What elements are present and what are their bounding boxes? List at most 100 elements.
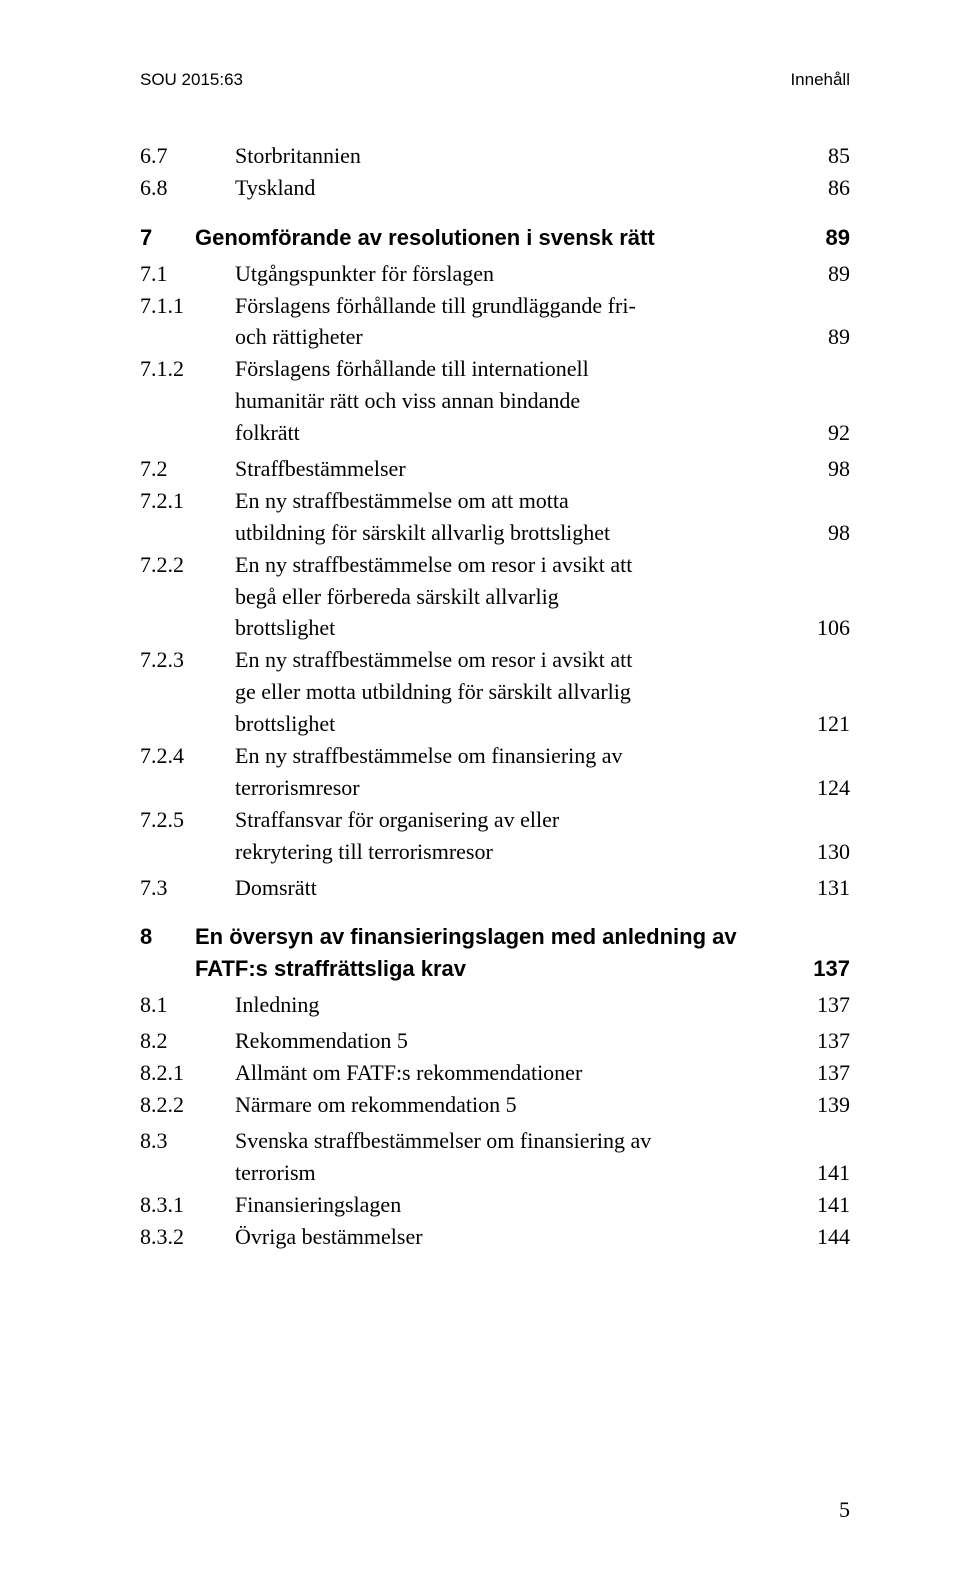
toc-title: Förslagens förhållande till internatione… [235, 353, 589, 385]
toc-entry: 6.8Tyskland86 [140, 172, 850, 204]
toc-title: Utgångspunkter för förslagen [235, 258, 494, 290]
toc-number: 7.3 [140, 872, 235, 904]
toc-entry-cont-line: utbildning för särskilt allvarlig brotts… [140, 517, 850, 549]
toc-number: 8.3 [140, 1125, 235, 1157]
toc-entry: 8.3Svenska straffbestämmelser om finansi… [140, 1125, 850, 1189]
toc-entry: 7.1.1Förslagens förhållande till grundlä… [140, 290, 850, 354]
toc-page: 85 [824, 140, 850, 172]
toc-entry: 7.2.1En ny straffbestämmelse om att mott… [140, 485, 850, 549]
toc-title: brottslighet [235, 612, 335, 644]
toc-entry: 8.1Inledning137 [140, 989, 850, 1021]
toc-page: 124 [813, 772, 850, 804]
toc-page: 89 [824, 258, 850, 290]
toc-entry: 7.2.4En ny straffbestämmelse om finansie… [140, 740, 850, 804]
toc-page: 121 [813, 708, 850, 740]
toc-page: 144 [813, 1221, 850, 1253]
toc-entry-first-line: 7.1.1Förslagens förhållande till grundlä… [140, 290, 850, 322]
toc-page: 89 [824, 321, 850, 353]
toc-title: Straffbestämmelser [235, 453, 406, 485]
toc-title: humanitär rätt och viss annan bindande [235, 385, 580, 417]
toc-page: 86 [824, 172, 850, 204]
page-number: 5 [839, 1497, 850, 1523]
toc-title: Straffansvar för organisering av eller [235, 804, 559, 836]
toc-title: Domsrätt [235, 872, 317, 904]
toc-page: 130 [813, 836, 850, 868]
toc-title: En ny straffbestämmelse om resor i avsik… [235, 549, 632, 581]
toc-entry-first-line: 7.2.4En ny straffbestämmelse om finansie… [140, 740, 850, 772]
toc-entry-first-line: 8.3Svenska straffbestämmelser om finansi… [140, 1125, 850, 1157]
toc-entry-cont-line: terrorismresor124 [140, 772, 850, 804]
toc-number: 7.1.1 [140, 290, 235, 322]
toc-entry-cont-line: och rättigheter 89 [140, 321, 850, 353]
toc-title: och rättigheter [235, 321, 363, 353]
toc-title: Storbritannien [235, 140, 361, 172]
toc-title: Inledning [235, 989, 319, 1021]
toc-title: ge eller motta utbildning för särskilt a… [235, 676, 631, 708]
toc-page: 106 [813, 612, 850, 644]
toc-page: 98 [824, 517, 850, 549]
toc-entry-cont-line: ge eller motta utbildning för särskilt a… [140, 676, 850, 708]
header-right: Innehåll [790, 70, 850, 90]
toc-number: 8.2.2 [140, 1089, 235, 1121]
toc-entry-cont-line: brottslighet 106 [140, 612, 850, 644]
toc-page: 89 [822, 222, 850, 254]
toc-number: 7 [140, 222, 195, 254]
toc-entry: 7.2.3En ny straffbestämmelse om resor i … [140, 644, 850, 740]
toc-entry-first-line: 7.2.5Straffansvar för organisering av el… [140, 804, 850, 836]
toc-title: terrorism [235, 1157, 316, 1189]
toc-gap [140, 903, 850, 921]
toc-title: begå eller förbereda särskilt allvarlig [235, 581, 559, 613]
toc-number: 7.2.3 [140, 644, 235, 676]
toc-entry: 8En översyn av finansieringslagen med an… [140, 921, 850, 985]
toc-entry: 8.2.1Allmänt om FATF:s rekommendationer 1… [140, 1057, 850, 1089]
toc-entry-first-line: 7.1.2Förslagens förhållande till interna… [140, 353, 850, 385]
toc-entry: 8.3.1Finansieringslagen141 [140, 1189, 850, 1221]
toc-number: 7.2 [140, 453, 235, 485]
toc-page: 137 [813, 989, 850, 1021]
toc-title: Allmänt om FATF:s rekommendationer [235, 1057, 582, 1089]
toc-page: 137 [809, 953, 850, 985]
toc-page: 98 [824, 453, 850, 485]
toc-page: 137 [813, 1025, 850, 1057]
toc-number: 6.7 [140, 140, 235, 172]
toc-page: 92 [824, 417, 850, 449]
toc-entry-cont-line: rekrytering till terrorismresor 130 [140, 836, 850, 868]
toc-title: En ny straffbestämmelse om finansiering … [235, 740, 623, 772]
toc-number: 8.2 [140, 1025, 235, 1057]
toc-title: Svenska straffbestämmelser om finansieri… [235, 1125, 651, 1157]
toc-entry: 8.2.2Närmare om rekommendation 5139 [140, 1089, 850, 1121]
toc-entry: 8.2Rekommendation 5 137 [140, 1025, 850, 1057]
toc-page: 137 [813, 1057, 850, 1089]
toc-entry-cont-line: brottslighet 121 [140, 708, 850, 740]
toc-number: 7.2.4 [140, 740, 235, 772]
toc-entry-first-line: 7.2.3En ny straffbestämmelse om resor i … [140, 644, 850, 676]
page: SOU 2015:63 Innehåll 6.7Storbritannien85… [0, 0, 960, 1573]
toc-number: 7.2.5 [140, 804, 235, 836]
toc-title: En ny straffbestämmelse om att motta [235, 485, 569, 517]
toc-title: Övriga bestämmelser [235, 1221, 423, 1253]
toc-gap [140, 204, 850, 222]
toc-title: folkrätt [235, 417, 300, 449]
toc-title: Förslagens förhållande till grundläggand… [235, 290, 636, 322]
toc-title: brottslighet [235, 708, 335, 740]
toc-number: 8 [140, 921, 195, 953]
toc-title: En översyn av finansieringslagen med anl… [195, 921, 737, 953]
toc-number: 7.2.2 [140, 549, 235, 581]
toc-entry: 6.7Storbritannien 85 [140, 140, 850, 172]
toc-number: 6.8 [140, 172, 235, 204]
toc-entry: 7Genomförande av resolutionen i svensk r… [140, 222, 850, 254]
toc-title: Rekommendation 5 [235, 1025, 408, 1057]
toc-entry: 7.2Straffbestämmelser 98 [140, 453, 850, 485]
toc-page: 139 [813, 1089, 850, 1121]
toc-title: rekrytering till terrorismresor [235, 836, 493, 868]
header-left: SOU 2015:63 [140, 70, 243, 90]
toc-entry: 7.3Domsrätt 131 [140, 872, 850, 904]
toc-page: 141 [813, 1157, 850, 1189]
toc-entry-cont-line: begå eller förbereda särskilt allvarlig [140, 581, 850, 613]
toc-title: Genomförande av resolutionen i svensk rä… [195, 222, 655, 254]
toc-entry-cont-line: folkrätt 92 [140, 417, 850, 449]
toc-number: 8.2.1 [140, 1057, 235, 1089]
toc-page: 131 [813, 872, 850, 904]
toc-entry-cont-line: FATF:s straffrättsliga krav137 [140, 953, 850, 985]
toc-number: 8.3.1 [140, 1189, 235, 1221]
